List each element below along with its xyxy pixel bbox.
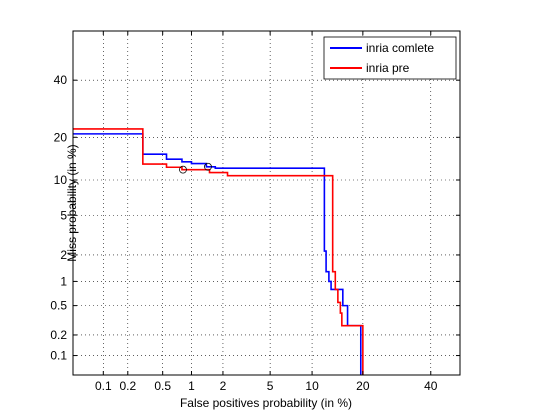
y-tick-label: 20 [54,130,68,144]
x-axis-label: False positives probability (in %) [180,396,352,410]
series-line-inria-pre [73,128,364,375]
y-tick-label: 10 [54,173,68,187]
x-tick-label: 0.2 [119,379,136,393]
y-tick-label: 0.5 [50,299,67,313]
series-line-inria-comlete [73,133,362,375]
x-tick-label: 0.1 [95,379,112,393]
legend: inria comlete inria pre [323,36,457,80]
y-ticks: 0.1 0.2 0.5 1 2 5 10 20 40 [50,73,460,363]
y-tick-label: 2 [60,248,67,262]
plot-border [72,30,461,376]
x-ticks: 0.1 0.2 0.5 1 2 5 10 20 40 [95,31,438,393]
operating-point-marker-inria-pre [179,165,187,174]
x-tick-label: 20 [356,379,370,393]
y-tick-label: 1 [60,274,67,288]
operating-point-marker-inria-comlete [204,162,212,171]
legend-box [323,36,457,80]
x-tick-label: 1 [188,379,195,393]
y-tick-label: 5 [60,208,67,222]
x-tick-label: 5 [267,379,274,393]
series-layer [73,128,364,375]
y-tick-label: 40 [54,73,68,87]
y-tick-label: 0.1 [50,349,67,363]
x-tick-label: 2 [220,379,227,393]
y-tick-label: 0.2 [50,328,67,342]
grid [73,31,460,375]
x-tick-label: 40 [424,379,438,393]
plot-area [72,30,461,376]
x-tick-label: 10 [305,379,319,393]
legend-entry-inria-pre: inria pre [366,61,410,75]
legend-entry-inria-comlete: inria comlete [366,41,434,55]
y-axis-label: Miss probability (in %) [65,144,79,261]
x-tick-label: 0.5 [154,379,171,393]
